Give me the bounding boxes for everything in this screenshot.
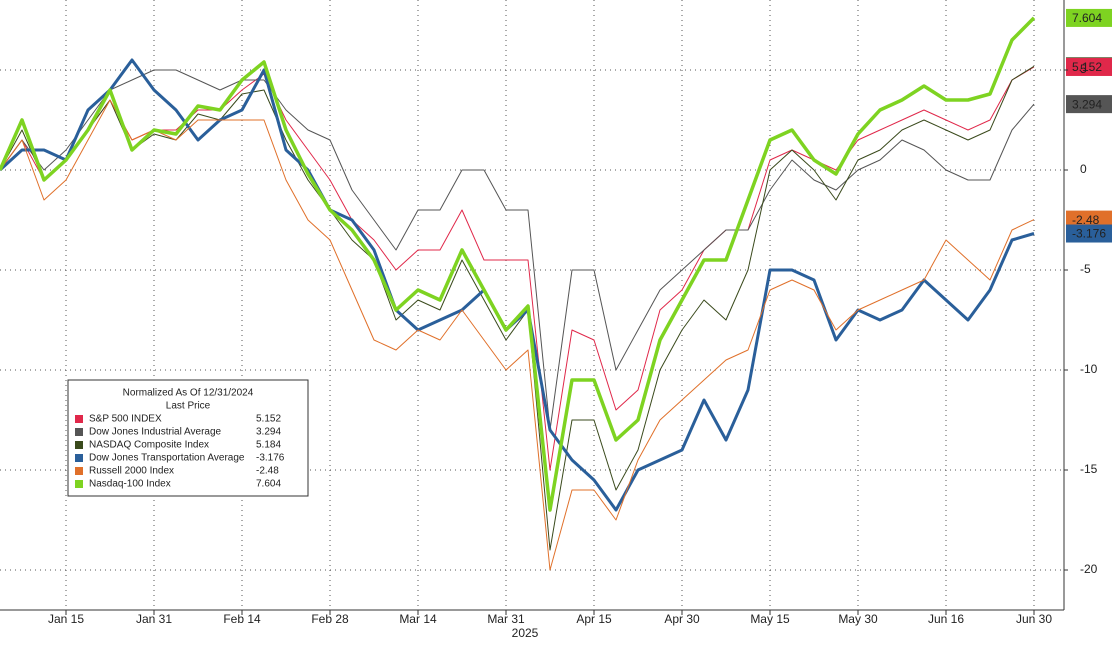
series-line (0, 69, 1035, 431)
x-tick-label: May 30 (838, 612, 878, 626)
y-tick-label: -10 (1080, 362, 1098, 376)
value-tag-label: 7.604 (1072, 11, 1102, 25)
value-tag (1066, 95, 1112, 114)
legend-label: Nasdaq-100 Index (89, 479, 171, 490)
legend-swatch (75, 428, 83, 436)
x-tick-label: Feb 14 (223, 612, 261, 626)
legend-value: -2.48 (256, 466, 279, 477)
value-tag-label: 5.152 (1072, 60, 1102, 74)
legend-title: Normalized As Of 12/31/2024 (123, 388, 254, 399)
x-tick-label: Jan 31 (136, 612, 172, 626)
legend-label: NASDAQ Composite Index (89, 440, 209, 451)
x-tick-label: Mar 31 (487, 612, 525, 626)
x-tick-label: Feb 28 (311, 612, 349, 626)
series-line (0, 99, 1035, 571)
x-tick-label: Jun 16 (928, 612, 964, 626)
y-tick-label: -15 (1080, 462, 1098, 476)
value-tag (1066, 8, 1112, 27)
x-axis-label: 2025 (512, 626, 539, 640)
legend: Normalized As Of 12/31/2024 Last Price S… (67, 379, 309, 497)
value-tag-label: 3.294 (1072, 97, 1102, 111)
legend-subtitle: Last Price (166, 401, 211, 412)
x-tick-label: Apr 30 (664, 612, 700, 626)
value-tag-label: -2.48 (1072, 213, 1100, 227)
x-tick-label: Jan 15 (48, 612, 84, 626)
value-tag (1066, 57, 1112, 76)
legend-swatch (75, 441, 83, 449)
value-tag-label: -3.176 (1072, 227, 1106, 241)
x-tick-label: Apr 15 (576, 612, 612, 626)
y-tick-label: -5 (1080, 262, 1091, 276)
y-tick-label: 5 (1080, 62, 1087, 76)
lines (0, 16, 1036, 571)
series-line (0, 16, 1036, 512)
grid (0, 0, 1064, 610)
legend-value: 3.294 (256, 427, 281, 438)
value-tag (1066, 224, 1112, 243)
series-line (0, 66, 1035, 471)
legend-value: 5.184 (256, 440, 281, 451)
x-tick-label: Mar 14 (399, 612, 437, 626)
series-line (0, 65, 1035, 551)
legend-swatch (75, 415, 83, 423)
x-tick-label: Jun 30 (1016, 612, 1052, 626)
legend-label: Dow Jones Industrial Average (89, 427, 222, 438)
legend-label: Russell 2000 Index (89, 466, 174, 477)
y-tick-label: 0 (1080, 162, 1087, 176)
legend-value: 7.604 (256, 479, 281, 490)
legend-swatch (75, 467, 83, 475)
legend-label: S&P 500 INDEX (89, 414, 162, 425)
y-tick-label: -20 (1080, 562, 1098, 576)
legend-swatch (75, 480, 83, 488)
legend-label: Dow Jones Transportation Average (89, 453, 245, 464)
legend-value: 5.152 (256, 414, 281, 425)
x-tick-label: May 15 (750, 612, 790, 626)
legend-box (67, 379, 309, 497)
value-tag (1066, 210, 1112, 229)
legend-swatch (75, 454, 83, 462)
legend-value: -3.176 (256, 453, 285, 464)
